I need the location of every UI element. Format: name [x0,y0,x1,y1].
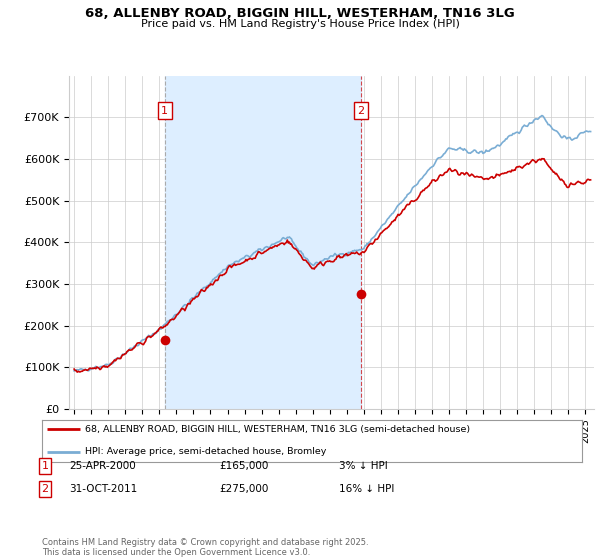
Text: 3% ↓ HPI: 3% ↓ HPI [339,461,388,471]
Text: 16% ↓ HPI: 16% ↓ HPI [339,484,394,494]
Text: £165,000: £165,000 [219,461,268,471]
Text: £275,000: £275,000 [219,484,268,494]
Text: 31-OCT-2011: 31-OCT-2011 [69,484,137,494]
Text: HPI: Average price, semi-detached house, Bromley: HPI: Average price, semi-detached house,… [85,447,326,456]
Text: 1: 1 [41,461,49,471]
Text: 25-APR-2000: 25-APR-2000 [69,461,136,471]
Text: 2: 2 [41,484,49,494]
Text: 1: 1 [161,106,168,115]
Text: Price paid vs. HM Land Registry's House Price Index (HPI): Price paid vs. HM Land Registry's House … [140,19,460,29]
Text: 68, ALLENBY ROAD, BIGGIN HILL, WESTERHAM, TN16 3LG (semi-detached house): 68, ALLENBY ROAD, BIGGIN HILL, WESTERHAM… [85,424,470,434]
Bar [165,76,361,409]
Text: 68, ALLENBY ROAD, BIGGIN HILL, WESTERHAM, TN16 3LG: 68, ALLENBY ROAD, BIGGIN HILL, WESTERHAM… [85,7,515,20]
Text: 2: 2 [358,106,365,115]
Text: Contains HM Land Registry data © Crown copyright and database right 2025.
This d: Contains HM Land Registry data © Crown c… [42,538,368,557]
